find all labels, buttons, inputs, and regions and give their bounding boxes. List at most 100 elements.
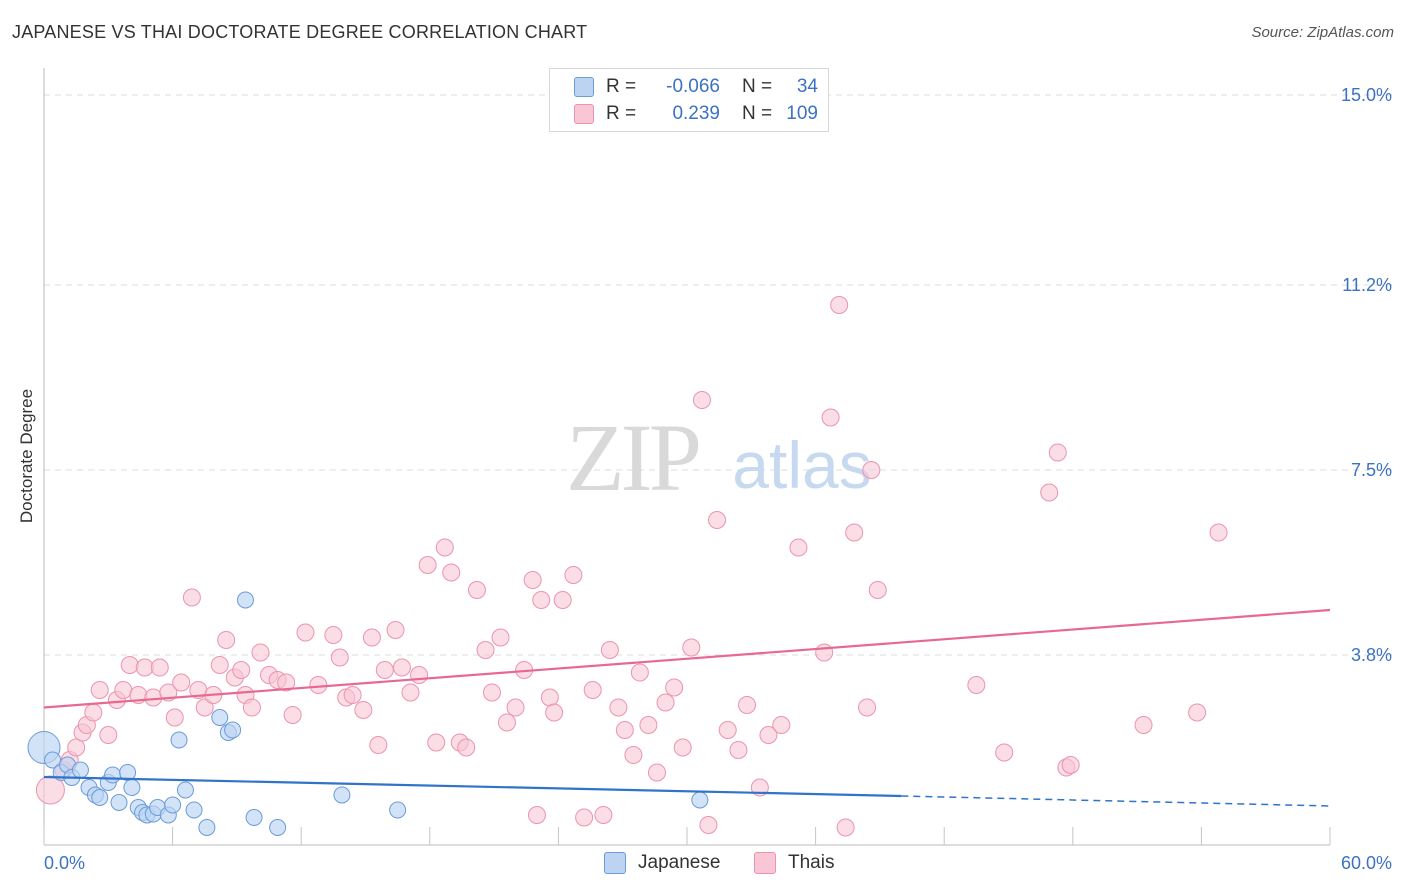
thai-point [242,698,261,717]
legend-row-japanese: R = -0.066 N = 34 [574,75,818,99]
thai-point [182,588,201,607]
thai-point [564,566,583,584]
japanese-points [27,591,709,836]
thai-point [330,648,349,667]
thai-point [699,816,718,834]
r-value: 0.239 [672,103,720,124]
thai-point [718,721,737,739]
thai-point [195,698,214,717]
r-label: R = [606,76,637,97]
thai-point [135,658,154,677]
thai-point [90,681,109,699]
japanese-trend-line [43,775,902,798]
watermark-atlas: atlas [732,428,871,502]
japanese-point [224,721,242,739]
japanese-point [123,779,141,796]
thai-point [457,738,476,757]
thai-point [540,688,559,707]
japanese-point [176,781,194,799]
legend-item-japanese[interactable]: Japanese [604,852,720,874]
thai-point [647,763,666,782]
thai-point [467,581,486,599]
japanese-point [104,766,122,784]
thai-point [435,538,454,557]
thai-point [506,698,525,717]
thai-points [35,296,1228,837]
n-value: 109 [786,103,818,124]
thai-point [656,693,675,712]
chart-title: JAPANESE VS THAI DOCTORATE DEGREE CORREL… [12,22,588,42]
thai-point [1134,716,1153,734]
legend-row-thai: R = 0.239 N = 109 [574,102,818,126]
thai-point [665,678,684,697]
thai-point [410,666,429,684]
japanese-legend-swatch [604,852,626,874]
thai-point [251,643,270,662]
thai-point [789,538,808,557]
thai-point [99,726,118,744]
japanese-point [389,801,407,819]
thai-point [868,581,887,599]
thai-point [830,296,849,314]
japanese-point [91,789,109,806]
thai-point [836,818,855,837]
thai-point [476,641,495,659]
thai-point [858,698,877,717]
r-label: R = [606,103,637,124]
thai-point [67,738,86,757]
thai-point [427,733,446,752]
thai-point [386,621,405,639]
thai-point [600,641,619,659]
thai-point [114,681,133,699]
thai-point [120,656,139,674]
source-label: Source: ZipAtlas.com [1251,24,1394,41]
tick-labels: 3.8% 7.5% 11.2% 15.0% 0.0% 60.0% [44,85,1392,873]
thai-point [967,676,986,694]
thai-point [296,623,315,642]
thai-point [442,563,461,582]
thai-point [821,408,840,427]
thai-point [594,806,613,824]
thai-point [277,673,296,692]
japanese-point [44,751,62,769]
thai-point [624,746,643,764]
thai-point [309,676,328,694]
watermark-zip: ZIP [566,404,699,511]
thai-point [482,683,501,702]
thai-point [144,688,163,707]
thai-point [845,523,864,542]
thai-point [682,638,701,657]
thai-point [1048,443,1067,462]
legend-item-thais[interactable]: Thais [754,852,834,874]
series-legend: Japanese Thais [0,852,1406,878]
x-tick-label: 60.0% [1341,853,1392,873]
japanese-point [198,819,216,836]
thai-point [497,713,516,732]
thai-point [815,643,834,662]
thai-point [673,738,692,757]
thai-point [150,658,169,677]
y-tick-label: 15.0% [1341,85,1392,105]
thai-point [523,571,542,589]
thai-point [575,808,594,827]
thai-point [609,698,628,717]
n-value: 34 [796,76,818,97]
y-tick-label: 3.8% [1351,645,1392,665]
y-tick-label: 7.5% [1351,460,1392,480]
thai-point [583,681,602,699]
thai-point [639,716,658,734]
thai-point [35,775,65,805]
thai-point [343,686,362,704]
thai-point [369,736,388,754]
thai-point [995,743,1014,762]
japanese-point [164,796,182,814]
japanese-point [71,761,89,779]
thai-point [1040,483,1059,502]
n-label: N = [742,76,773,97]
thai-point [693,391,712,409]
thai-point [729,741,748,759]
thai-point [283,706,302,724]
thai-trend-line [43,608,1331,709]
axes [43,68,1331,846]
